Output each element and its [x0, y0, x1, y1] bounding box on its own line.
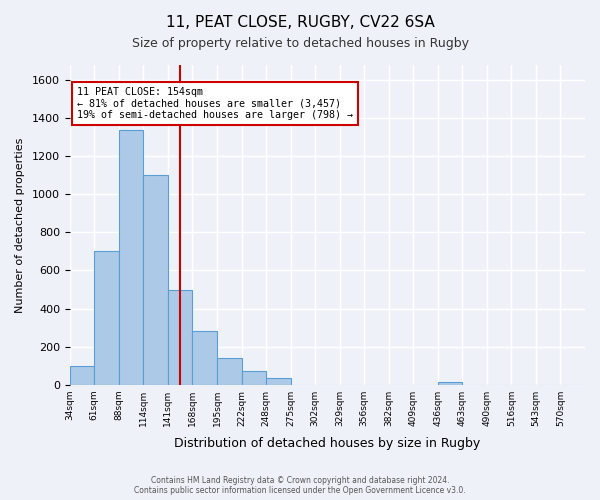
- Text: Size of property relative to detached houses in Rugby: Size of property relative to detached ho…: [131, 38, 469, 51]
- Bar: [168, 290, 193, 384]
- Bar: [143, 176, 168, 384]
- Bar: [119, 130, 143, 384]
- Text: 11, PEAT CLOSE, RUGBY, CV22 6SA: 11, PEAT CLOSE, RUGBY, CV22 6SA: [166, 15, 434, 30]
- Bar: [70, 366, 94, 384]
- X-axis label: Distribution of detached houses by size in Rugby: Distribution of detached houses by size …: [174, 437, 481, 450]
- Bar: [193, 332, 217, 384]
- Bar: [242, 372, 266, 384]
- Y-axis label: Number of detached properties: Number of detached properties: [15, 137, 25, 312]
- Bar: [266, 378, 290, 384]
- Text: Contains HM Land Registry data © Crown copyright and database right 2024.
Contai: Contains HM Land Registry data © Crown c…: [134, 476, 466, 495]
- Bar: [438, 382, 463, 384]
- Bar: [94, 252, 119, 384]
- Bar: [217, 358, 242, 384]
- Text: 11 PEAT CLOSE: 154sqm
← 81% of detached houses are smaller (3,457)
19% of semi-d: 11 PEAT CLOSE: 154sqm ← 81% of detached …: [77, 87, 353, 120]
